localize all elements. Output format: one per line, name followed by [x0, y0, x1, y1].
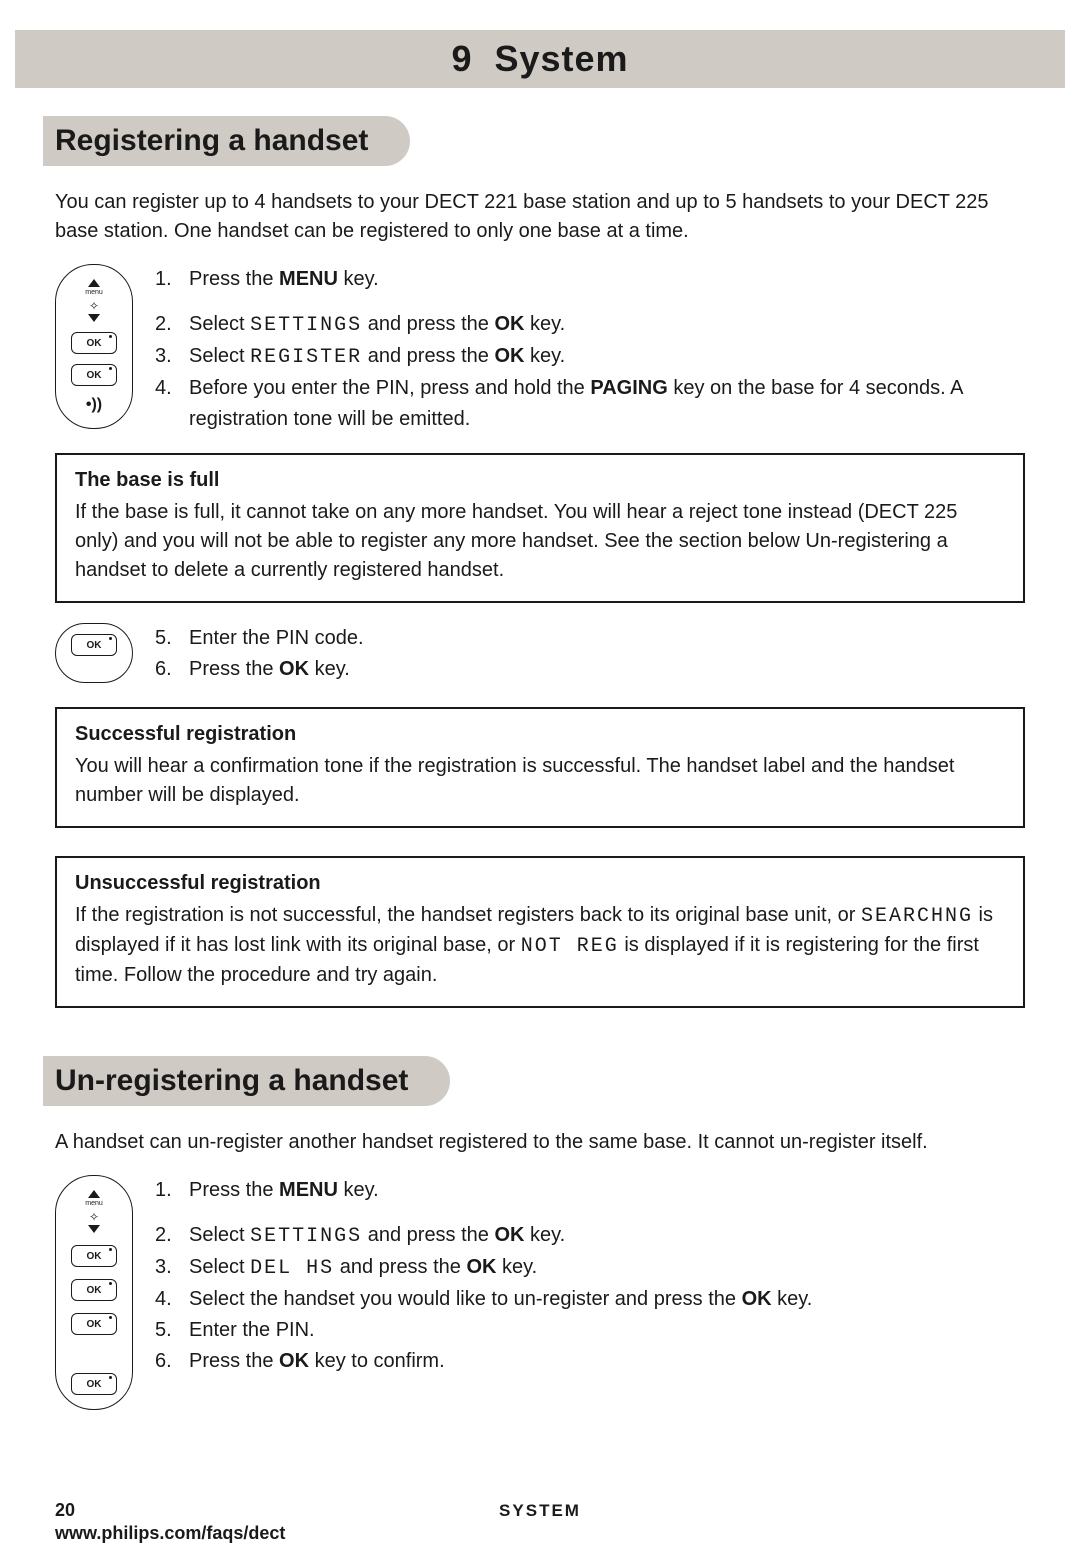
lcd-text: SEARCHNG	[861, 905, 973, 928]
ok-key-icon: OK	[71, 1279, 117, 1301]
step-number: 1.	[155, 1175, 189, 1206]
step-item: 3. Select REGISTER and press the OK key.	[155, 341, 1025, 373]
ok-key-icon: OK	[71, 332, 117, 354]
step-text: Select the handset you would like to un-…	[189, 1284, 812, 1315]
paging-key-icon: •))	[86, 396, 102, 414]
note-body: You will hear a confirmation tone if the…	[75, 752, 1005, 810]
footer-section-label: SYSTEM	[55, 1501, 1025, 1521]
handset-key-cluster-2: OK	[55, 623, 133, 683]
step-text: Select DEL HS and press the OK key.	[189, 1252, 812, 1284]
note-success: Successful registration You will hear a …	[55, 707, 1025, 828]
section-title: Un-registering a handset	[55, 1064, 408, 1097]
section-heading-registering: Registering a handset	[43, 116, 410, 166]
menu-nav-key-icon: menu ✧	[79, 279, 109, 322]
step-text: Select SETTINGS and press the OK key.	[189, 1220, 812, 1252]
lcd-text: SETTINGS	[250, 314, 362, 337]
ok-key-icon: OK	[71, 364, 117, 386]
section2-intro: A handset can un-register another handse…	[55, 1128, 1025, 1157]
step-text: Before you enter the PIN, press and hold…	[189, 373, 1025, 435]
step-item: 5. Enter the PIN.	[155, 1315, 812, 1346]
step-number: 2.	[155, 1220, 189, 1252]
menu-key-label: menu	[85, 1200, 103, 1207]
step-item: 6. Press the OK key.	[155, 654, 364, 685]
step-text: Enter the PIN code.	[189, 623, 364, 654]
ok-key-icon: OK	[71, 1373, 117, 1395]
handset-key-cluster-3: menu ✧ OK OK OK OK	[55, 1175, 133, 1410]
step-number: 5.	[155, 623, 189, 654]
step-text: Press the OK key.	[189, 654, 364, 685]
menu-nav-key-icon: menu ✧	[79, 1190, 109, 1233]
step-number: 5.	[155, 1315, 189, 1346]
handset-key-cluster-1: menu ✧ OK OK •))	[55, 264, 133, 429]
section1-intro: You can register up to 4 handsets to you…	[55, 188, 1025, 246]
step-item: 3. Select DEL HS and press the OK key.	[155, 1252, 812, 1284]
lcd-text: REGISTER	[250, 346, 362, 369]
step-item: 4. Select the handset you would like to …	[155, 1284, 812, 1315]
step-number: 1.	[155, 264, 189, 295]
step-number: 6.	[155, 1346, 189, 1377]
note-unsuccess: Unsuccessful registration If the registr…	[55, 856, 1025, 1008]
lcd-text: NOT REG	[521, 935, 619, 958]
step-text: Press the MENU key.	[189, 264, 1025, 295]
step-item: 4. Before you enter the PIN, press and h…	[155, 373, 1025, 435]
lcd-text: DEL HS	[250, 1257, 334, 1280]
note-title: Successful registration	[75, 723, 1005, 746]
note-body: If the registration is not successful, t…	[75, 901, 1005, 990]
step-text: Enter the PIN.	[189, 1315, 812, 1346]
step-item: 5. Enter the PIN code.	[155, 623, 364, 654]
chapter-title: System	[494, 38, 628, 80]
step-item: 6. Press the OK key to confirm.	[155, 1346, 812, 1377]
lcd-text: SETTINGS	[250, 1225, 362, 1248]
note-base-full: The base is full If the base is full, it…	[55, 453, 1025, 603]
steps-group-3: menu ✧ OK OK OK OK 1. Press the MENU key…	[55, 1175, 1025, 1410]
step-text: Select SETTINGS and press the OK key.	[189, 309, 1025, 341]
step-number: 4.	[155, 373, 189, 435]
menu-key-label: menu	[85, 289, 103, 296]
step-number: 6.	[155, 654, 189, 685]
step-number: 3.	[155, 1252, 189, 1284]
footer-url: www.philips.com/faqs/dect	[55, 1523, 1025, 1544]
ok-key-icon: OK	[71, 634, 117, 656]
section-title: Registering a handset	[55, 124, 368, 157]
step-text: Press the MENU key.	[189, 1175, 812, 1206]
steps-group-1: menu ✧ OK OK •)) 1. Press the MENU key. …	[55, 264, 1025, 435]
step-number: 3.	[155, 341, 189, 373]
step-text: Press the OK key to confirm.	[189, 1346, 812, 1377]
ok-key-icon: OK	[71, 1313, 117, 1335]
step-item: 1. Press the MENU key.	[155, 1175, 812, 1206]
step-item: 2. Select SETTINGS and press the OK key.	[155, 1220, 812, 1252]
note-title: The base is full	[75, 469, 1005, 492]
chapter-number: 9	[451, 38, 472, 80]
chapter-header: 9 System	[15, 30, 1065, 88]
step-item: 2. Select SETTINGS and press the OK key.	[155, 309, 1025, 341]
step-text: Select REGISTER and press the OK key.	[189, 341, 1025, 373]
page-footer: 20 SYSTEM www.philips.com/faqs/dect	[15, 1500, 1065, 1568]
step-item: 1. Press the MENU key.	[155, 264, 1025, 295]
section-heading-unregistering: Un-registering a handset	[43, 1056, 450, 1106]
ok-key-icon: OK	[71, 1245, 117, 1267]
step-number: 2.	[155, 309, 189, 341]
note-title: Unsuccessful registration	[75, 872, 1005, 895]
note-body: If the base is full, it cannot take on a…	[75, 498, 1005, 585]
steps-group-2: OK 5. Enter the PIN code. 6. Press the O…	[55, 623, 1025, 685]
step-number: 4.	[155, 1284, 189, 1315]
